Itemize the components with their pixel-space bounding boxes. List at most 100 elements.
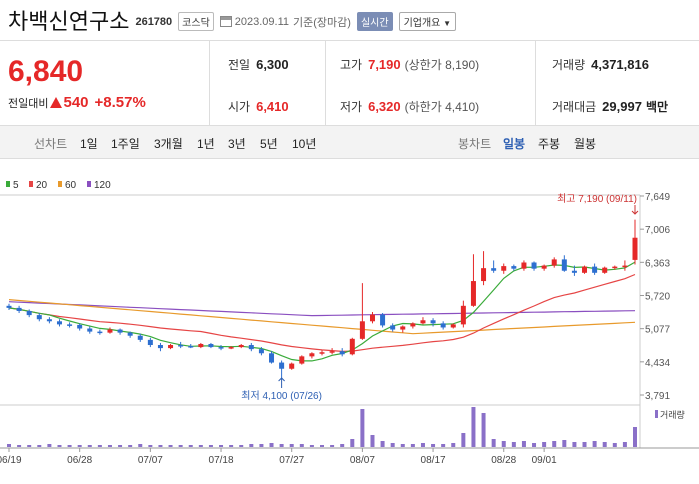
candle <box>168 345 174 349</box>
volume-bar <box>309 445 314 447</box>
volume-bar <box>350 439 355 447</box>
candle <box>67 324 73 326</box>
candle <box>511 266 517 269</box>
volume-bar <box>572 442 577 447</box>
candle <box>470 281 476 306</box>
y-tick-label: 5,720 <box>645 292 670 303</box>
candle <box>188 346 194 348</box>
candle <box>349 338 355 355</box>
candle <box>258 349 264 354</box>
candle <box>541 265 547 269</box>
volume-bar <box>451 443 456 447</box>
period-5y[interactable]: 5년 <box>260 137 278 151</box>
candle <box>592 266 598 273</box>
period-1d[interactable]: 1일 <box>80 137 98 151</box>
volume-bar <box>259 444 264 447</box>
candle <box>561 259 567 271</box>
candle <box>329 351 335 353</box>
volume-bar <box>461 433 466 447</box>
x-tick-label: 06/19 <box>0 455 22 466</box>
candle <box>460 305 466 325</box>
legend-swatch <box>29 181 33 187</box>
volume-bar <box>562 440 567 447</box>
y-tick-label: 7,649 <box>645 192 670 203</box>
period-10y[interactable]: 10년 <box>292 137 317 151</box>
period-3y[interactable]: 3년 <box>228 137 246 151</box>
current-price: 6,840 <box>8 55 84 88</box>
period-1w[interactable]: 1주일 <box>111 137 140 151</box>
volume-bar <box>37 445 42 447</box>
x-tick-label: 07/18 <box>209 455 234 466</box>
volume-bar <box>320 445 324 447</box>
candle <box>6 305 12 308</box>
realtime-button[interactable]: 실시간 <box>356 12 393 31</box>
candle <box>238 345 244 348</box>
volume-bar <box>602 442 607 447</box>
x-tick-label: 07/27 <box>279 455 304 466</box>
prev-close: 전일 6,300 <box>228 56 289 73</box>
candle <box>269 353 275 363</box>
candle <box>501 266 507 271</box>
candle <box>198 343 204 348</box>
candle <box>380 314 386 326</box>
candle <box>137 335 143 340</box>
volume-bar <box>168 445 173 447</box>
max-arrow-icon <box>631 205 639 215</box>
x-tick-label: 08/28 <box>491 455 516 466</box>
candle <box>248 345 254 350</box>
line-chart-label: 선차트 <box>34 137 68 151</box>
volume-legend-label: 거래량 <box>660 409 685 420</box>
volume-bar <box>441 444 446 447</box>
candle-weekly[interactable]: 주봉 <box>538 137 561 151</box>
divider <box>535 41 536 127</box>
market-badge: 코스닥 <box>178 12 214 31</box>
candle <box>218 347 224 349</box>
candle <box>299 356 305 364</box>
candle-monthly[interactable]: 월봉 <box>574 137 597 151</box>
candle <box>117 329 123 333</box>
candle <box>359 321 365 339</box>
volume-bar <box>431 444 436 447</box>
candle <box>602 267 608 273</box>
volume-bar <box>481 413 486 447</box>
volume-bar <box>208 445 213 447</box>
volume-bar <box>410 444 415 447</box>
volume-bar <box>17 445 22 447</box>
volume-bar <box>552 441 557 447</box>
candle <box>16 307 22 311</box>
candle <box>339 351 345 355</box>
low-label: 저가 <box>340 100 363 114</box>
volume-bar <box>582 442 587 447</box>
high-value: 7,190 <box>368 57 401 72</box>
company-info-dropdown[interactable]: 기업개요 ▼ <box>398 12 457 31</box>
max-price-label: 최고 7,190 (09/11) <box>557 193 637 205</box>
calendar-icon <box>219 16 232 27</box>
candle <box>157 345 163 349</box>
volume-bar <box>249 444 254 447</box>
candle <box>450 324 456 328</box>
open-value: 6,410 <box>256 99 289 114</box>
candle <box>420 320 426 324</box>
volume-bar <box>47 444 52 447</box>
volume-bar <box>229 445 234 447</box>
y-tick-label: 3,791 <box>645 391 670 402</box>
lower-limit: (하한가 4,410) <box>404 100 480 114</box>
x-tick-label: 08/17 <box>421 455 446 466</box>
period-1y[interactable]: 1년 <box>197 137 215 151</box>
volume-bar <box>521 441 526 447</box>
ma60-line <box>8 299 636 335</box>
candle-daily[interactable]: 일봉 <box>503 137 526 151</box>
open-price: 시가 6,410 <box>228 98 289 115</box>
x-tick-label: 08/07 <box>350 455 375 466</box>
stock-chart[interactable]: 5 20 60 120 7,649 7,006 6,363 5,720 5,077 4,434 3,… <box>0 170 699 484</box>
high-price: 고가 7,190 (상한가 8,190) <box>340 56 479 73</box>
legend-swatch <box>87 181 91 187</box>
period-3m[interactable]: 3개월 <box>154 137 183 151</box>
legend-swatch <box>6 181 10 187</box>
candle <box>440 323 446 328</box>
candle <box>56 321 62 325</box>
candle-chart-label: 봉차트 <box>458 137 492 151</box>
volume-bar <box>380 441 385 447</box>
price-change: 전일대비 540 +8.57% <box>8 94 146 111</box>
volume-bar <box>612 443 617 447</box>
